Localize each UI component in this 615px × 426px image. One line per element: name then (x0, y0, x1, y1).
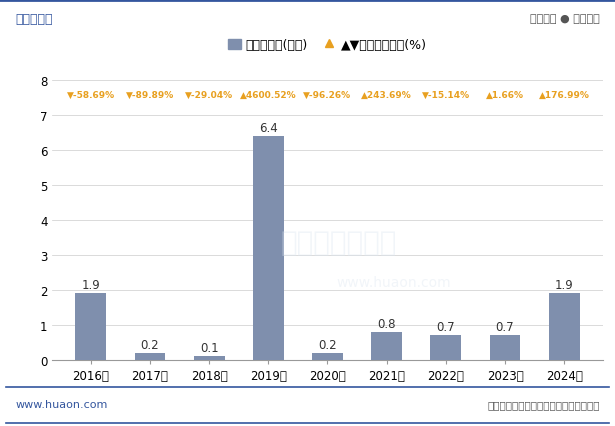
Text: ▼-29.04%: ▼-29.04% (185, 91, 233, 100)
Text: www.huaon.com: www.huaon.com (15, 400, 108, 409)
Text: 1.9: 1.9 (555, 279, 574, 292)
Text: www.huaon.com: www.huaon.com (336, 275, 451, 289)
Bar (549, 294, 579, 360)
Text: 0.2: 0.2 (318, 338, 337, 351)
Text: 0.8: 0.8 (378, 317, 396, 330)
Bar (312, 353, 343, 360)
Text: 华经产业研究院: 华经产业研究院 (280, 229, 397, 257)
Text: 6.4: 6.4 (259, 122, 278, 135)
Bar (430, 336, 461, 360)
Bar (371, 332, 402, 360)
Bar (490, 336, 520, 360)
Text: 2016-2024年11月郑州商品交易所油菜籽期货成交量: 2016-2024年11月郑州商品交易所油菜籽期货成交量 (143, 45, 472, 64)
Bar (76, 294, 106, 360)
Text: ▲243.69%: ▲243.69% (361, 91, 412, 100)
Text: ▲1.66%: ▲1.66% (486, 91, 524, 100)
Text: 华经情报网: 华经情报网 (15, 13, 53, 26)
Bar (253, 137, 284, 360)
Bar (194, 357, 224, 360)
Text: 专业严谨 ● 客观科学: 专业严谨 ● 客观科学 (530, 14, 600, 24)
Text: 0.7: 0.7 (437, 320, 455, 334)
Text: ▲4600.52%: ▲4600.52% (240, 91, 296, 100)
Legend: 期货成交量(万手), ▲▼累计同比增长(%): 期货成交量(万手), ▲▼累计同比增长(%) (223, 34, 432, 57)
Text: 0.2: 0.2 (141, 338, 159, 351)
Text: 0.1: 0.1 (200, 341, 218, 354)
Text: 数据来源：证监局；华经产业研究院整理: 数据来源：证监局；华经产业研究院整理 (487, 400, 600, 409)
Text: ▼-89.89%: ▼-89.89% (126, 91, 174, 100)
Bar (135, 353, 165, 360)
Text: ▼-15.14%: ▼-15.14% (422, 91, 470, 100)
Text: 0.7: 0.7 (496, 320, 514, 334)
Text: ▲176.99%: ▲176.99% (539, 91, 590, 100)
Text: ▼-58.69%: ▼-58.69% (66, 91, 115, 100)
Text: 1.9: 1.9 (81, 279, 100, 292)
Text: ▼-96.26%: ▼-96.26% (303, 91, 352, 100)
